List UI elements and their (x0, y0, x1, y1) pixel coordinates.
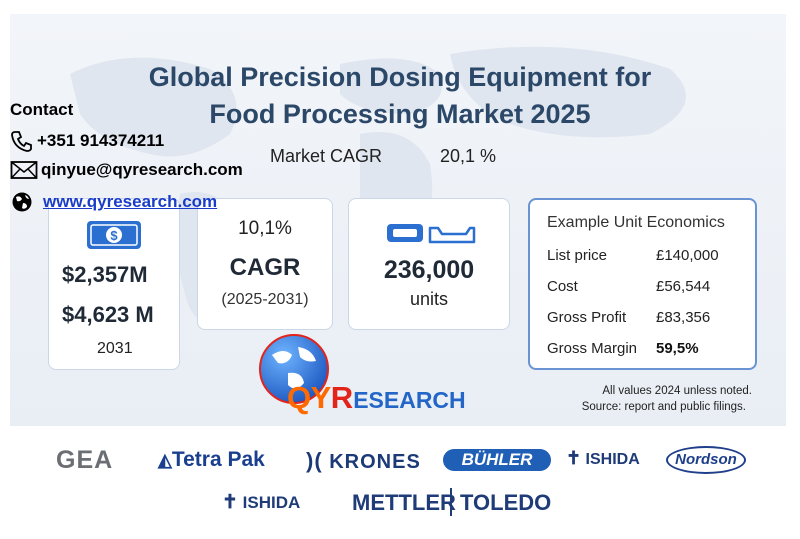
units-card (348, 198, 510, 330)
note-values-year: All values 2024 unless noted. (602, 385, 752, 397)
brand-tetra-pak: ◭Tetra Pak (158, 448, 265, 471)
ue-gross-profit-value: £83,356 (656, 309, 711, 326)
page-title-line1: Global Precision Dosing Equipment for (148, 62, 652, 92)
market-value-2024: $2,357M (62, 262, 148, 287)
cagr-card (197, 198, 333, 330)
ue-cost-value: £56,544 (656, 278, 711, 295)
ue-cost-label: Cost (547, 278, 578, 295)
contact-email[interactable]: qinyue@qyresearch.com (41, 160, 243, 179)
globe-icon (12, 192, 32, 212)
ue-list-price-value: £140,000 (656, 247, 719, 264)
ishida-figure-icon: ✝ (566, 448, 582, 468)
brand-nordson: Nordson (666, 446, 746, 474)
cagr-value: 10,1% (238, 218, 292, 239)
contact-heading: Contact (10, 100, 74, 119)
contact-phone: +351 914374211 (37, 131, 165, 150)
brand-toledo: TOLEDO (460, 490, 552, 515)
units-label: units (409, 289, 449, 309)
brand-gea: GEA (56, 446, 114, 474)
contact-website-link[interactable]: www.qyresearch.com (43, 192, 218, 211)
ue-gross-margin-value: 59,5% (656, 340, 699, 357)
krones-mark-icon: )( (306, 448, 323, 473)
logo-r: R (330, 380, 354, 415)
contact-phone-row: +351 914374211 (10, 130, 164, 152)
page-title-line2: Food Processing Market 2025 (209, 99, 591, 129)
logo-qy: QY (287, 380, 331, 415)
ishida-figure-icon-2: ✝ (222, 492, 238, 513)
mettler-toledo-divider (450, 488, 452, 516)
dosing-units-icon (387, 224, 476, 244)
logo-esearch: ESEARCH (353, 387, 466, 413)
svg-text:$: $ (110, 228, 118, 243)
brand-ishida: ✝ ISHIDA (566, 448, 640, 468)
cagr-period: (2025-2031) (221, 291, 309, 308)
unit-economics-card (528, 198, 757, 370)
qyresearch-globe-logo-icon (259, 334, 329, 404)
envelope-icon (10, 161, 38, 179)
ue-gross-margin-label: Gross Margin (547, 340, 638, 357)
ue-list-price-label: List price (547, 247, 608, 264)
money-bill-icon: $ (87, 221, 141, 249)
brand-mettler: METTLER (352, 490, 456, 515)
contact-email-row: qinyue@qyresearch.com (10, 160, 243, 180)
note-source: Source: report and public filings. (581, 401, 746, 413)
cagr-label: CAGR (229, 254, 301, 281)
market-cagr-label: Market CAGR (270, 146, 383, 166)
contact-website-row: www.qyresearch.com (10, 191, 217, 213)
qyresearch-logo-text: QYRESEARCH (287, 380, 466, 416)
units-value: 236,000 (383, 256, 475, 284)
market-value-2031: $4,623 M (62, 302, 154, 327)
unit-economics-title: Example Unit Economics (547, 214, 725, 231)
brand-krones: )( KRONES (306, 448, 421, 473)
market-cagr-value: 20,1 % (440, 146, 497, 166)
phone-icon (11, 131, 32, 152)
tetra-pak-triangle-icon: ◭ (158, 450, 172, 470)
brand-buhler: BÜHLER (443, 449, 551, 471)
brand-ishida-2: ✝ ISHIDA (222, 492, 301, 513)
ue-gross-profit-label: Gross Profit (547, 309, 627, 326)
market-year-label: 2031 (97, 340, 133, 357)
